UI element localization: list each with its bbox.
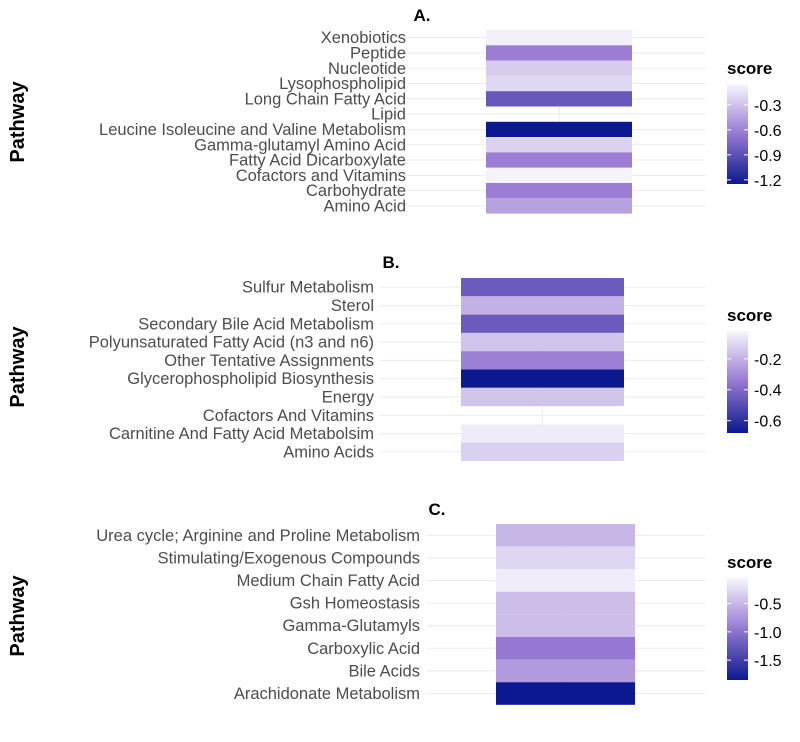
heatmap-tile (496, 637, 635, 660)
y-tick-label: Gsh Homeostasis (290, 595, 420, 613)
y-tick-label: Amino Acid (323, 197, 406, 215)
legend-colorbar (727, 331, 748, 433)
heatmap-panel: B. Pathway Sulfur MetabolismSterolSecondar… (7, 253, 782, 461)
y-tick-label: Arachidonate Metabolism (234, 685, 420, 703)
legend-title: score (727, 59, 772, 78)
heatmap-tile (461, 442, 624, 461)
y-axis-label: Pathway (7, 81, 29, 163)
heatmap-tile (486, 60, 632, 76)
heatmap-tile (461, 296, 624, 315)
heatmap-tile (461, 387, 624, 407)
heatmap-tile (496, 591, 635, 615)
panel-title: A. (414, 6, 431, 25)
y-tick-label: Bile Acids (348, 662, 420, 680)
heatmap-tile (496, 614, 635, 637)
heatmap-tile (486, 30, 632, 46)
y-tick-label: Gamma-Glutamyls (282, 617, 420, 635)
panel-title: C. (429, 500, 446, 519)
y-tick-label: Cofactors and Vitamins (236, 167, 406, 185)
y-tick-label: Urea cycle; Arginine and Proline Metabol… (96, 527, 420, 545)
heatmap-tile (486, 91, 632, 107)
legend-colorbar (727, 84, 748, 184)
legend-tick-label: -0.9 (754, 148, 782, 165)
heatmap-tile (486, 198, 632, 214)
y-tick-label: Carboxylic Acid (307, 640, 420, 658)
heatmap-tile (461, 332, 624, 352)
heatmap-tile (486, 45, 632, 61)
heatmap-tile (486, 137, 632, 153)
y-tick-label: Long Chain Fatty Acid (245, 90, 406, 108)
heatmap-tile (496, 524, 635, 547)
y-tick-label: Glycerophospholipid Biosynthesis (127, 370, 374, 388)
heatmap-tile (486, 167, 632, 183)
y-tick-label: Other Tentative Assignments (164, 352, 374, 370)
legend-title: score (727, 306, 772, 325)
legend-tick-label: -0.4 (754, 383, 782, 400)
heatmap-tile (496, 659, 635, 683)
heatmap-tile (461, 351, 624, 370)
y-tick-label: Xenobiotics (321, 29, 406, 47)
legend-tick-label: -0.6 (754, 414, 782, 431)
heatmap-tile (486, 121, 632, 138)
legend-tick-label: -1.5 (754, 653, 782, 670)
y-tick-label: Stimulating/Exogenous Compounds (158, 549, 420, 567)
y-tick-label: Energy (322, 388, 375, 406)
y-tick-label: Polyunsaturated Fatty Acid (n3 and n6) (89, 334, 374, 352)
y-tick-label: Lipid (371, 106, 406, 124)
heatmap-tile (496, 682, 635, 705)
y-tick-label: Secondary Bile Acid Metabolism (138, 315, 374, 333)
y-tick-label: Leucine Isoleucine and Valine Metabolism (99, 121, 406, 139)
legend-tick-label: -1.0 (754, 625, 782, 642)
heatmap-panel: C. Pathway Urea cycle; Arginine and Prolin… (7, 500, 782, 705)
heatmap-tile (461, 369, 624, 388)
y-tick-label: Peptide (350, 44, 406, 62)
panel-title: B. (383, 253, 400, 272)
heatmap-panel: A. Pathway XenobioticsPeptideNucleotideLys… (7, 6, 782, 215)
legend-colorbar (727, 578, 748, 680)
y-tick-label: Carbohydrate (306, 182, 406, 200)
y-tick-label: Fatty Acid Dicarboxylate (229, 152, 406, 170)
legend-tick-label: -0.6 (754, 123, 782, 140)
legend-tick-label: -0.2 (754, 352, 782, 369)
heatmap-tile (461, 424, 624, 443)
y-axis-label: Pathway (7, 326, 29, 408)
y-tick-label: Medium Chain Fatty Acid (237, 572, 420, 590)
heatmap-tile (496, 546, 635, 570)
y-axis-label: Pathway (7, 575, 29, 657)
y-tick-label: Amino Acids (283, 443, 374, 461)
y-tick-label: Lysophospholipid (279, 75, 406, 93)
legend-tick-label: -1.2 (754, 173, 782, 190)
y-tick-label: Cofactors And Vitamins (203, 407, 374, 425)
legend-tick-label: -0.3 (754, 98, 782, 115)
heatmap-tile (461, 314, 624, 333)
y-tick-label: Gamma-glutamyl Amino Acid (194, 136, 406, 154)
heatmap-tile (496, 569, 635, 592)
y-tick-label: Sterol (331, 297, 374, 315)
y-tick-label: Sulfur Metabolism (242, 279, 374, 297)
heatmap-tile (486, 152, 632, 168)
y-tick-label: Carnitine And Fatty Acid Metabolsim (109, 425, 374, 443)
heatmap-tile (486, 75, 632, 92)
legend-title: score (727, 553, 772, 572)
legend-tick-label: -0.5 (754, 597, 782, 614)
y-tick-label: Nucleotide (328, 60, 406, 78)
heatmap-tile (461, 278, 624, 297)
heatmap-tile (486, 183, 632, 199)
